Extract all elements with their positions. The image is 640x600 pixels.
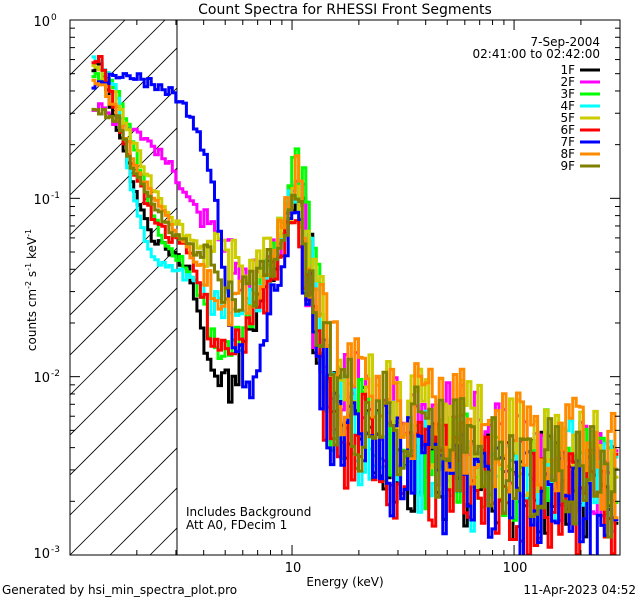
legend-label-4F: 4F xyxy=(560,99,575,113)
hatch-line xyxy=(70,20,166,116)
x-tick-label-10: 10 xyxy=(285,561,302,576)
y-tick-label-2: 10 xyxy=(33,193,50,208)
hatch-line xyxy=(70,207,177,316)
y-tick-labels: 10 0 10 -1 10 -2 10 -3 xyxy=(33,13,60,562)
series-line-6F xyxy=(91,55,619,555)
x-tick-label-100: 100 xyxy=(503,561,528,576)
annotation-background: Includes Background xyxy=(186,505,311,519)
footer-generated-by: Generated by hsi_min_spectra_plot.pro xyxy=(2,583,237,597)
hatch-line xyxy=(70,87,177,196)
y-tick-label-3: 10 xyxy=(33,371,50,386)
legend-label-6F: 6F xyxy=(560,123,575,137)
hatch-line xyxy=(70,447,177,555)
legend-time-range: 02:41:00 to 02:42:00 xyxy=(473,47,600,61)
y-tick-label-1-exp: 0 xyxy=(51,13,57,23)
x-axis-label: Energy (keV) xyxy=(306,575,383,589)
annotation-attenuator: Att A0, FDecim 1 xyxy=(186,518,287,532)
y-tick-label-1: 10 xyxy=(33,15,50,30)
legend-label-5F: 5F xyxy=(560,111,575,125)
footer-timestamp: 11-Apr-2023 04:52 xyxy=(523,583,636,597)
legend-label-7F: 7F xyxy=(560,135,575,149)
series-line-9F xyxy=(91,107,619,539)
chart-title: Count Spectra for RHESSI Front Segments xyxy=(198,2,492,18)
hatch-line xyxy=(70,247,177,356)
legend-label-9F: 9F xyxy=(560,159,575,173)
legend-label-8F: 8F xyxy=(560,147,575,161)
series-line-8F xyxy=(91,78,619,520)
y-tick-label-4-exp: -3 xyxy=(51,545,60,555)
y-tick-label-2-exp: -1 xyxy=(51,191,60,201)
plot-frame xyxy=(69,19,621,556)
axis-ticks xyxy=(69,20,621,556)
hatch-line xyxy=(70,407,177,516)
series-group xyxy=(91,55,619,555)
hatch-line xyxy=(70,367,177,476)
legend-label-1F: 1F xyxy=(560,63,575,77)
legend-label-3F: 3F xyxy=(560,87,575,101)
y-tick-label-4: 10 xyxy=(33,547,50,562)
legend-label-2F: 2F xyxy=(560,75,575,89)
y-axis-label: counts cm-2 s-1 keV-1 xyxy=(24,229,39,351)
legend-date: 7-Sep-2004 xyxy=(531,35,600,49)
y-tick-label-3-exp: -2 xyxy=(51,369,60,379)
